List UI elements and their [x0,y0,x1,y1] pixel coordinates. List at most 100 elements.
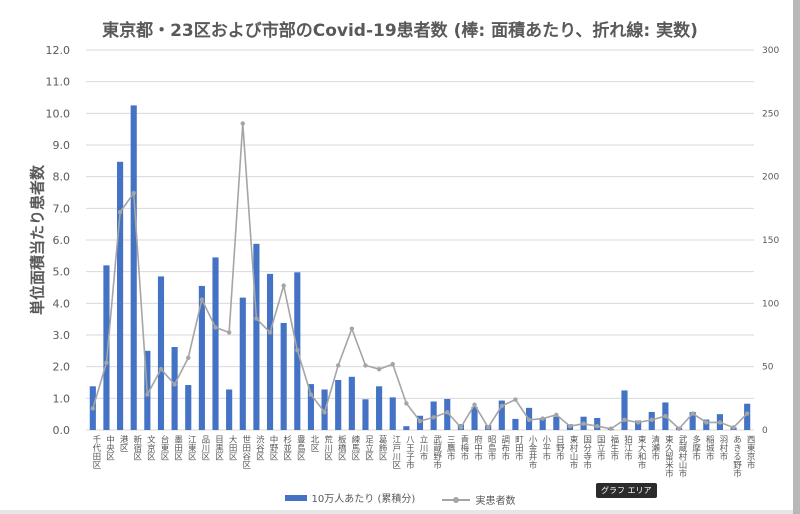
x-tick-label: 新宿区 [132,434,142,460]
line-point [526,417,532,423]
bar [348,376,355,430]
y2-tick-label: 50 [762,363,774,373]
x-tick-label: 千代田区 [91,434,101,469]
bar [498,400,505,430]
bar [471,406,478,430]
bar [621,390,628,430]
line-point [704,420,709,425]
chart-title: 東京都・23区および市部のCovid-19患者数 (棒: 面積あたり、折れ線: … [102,21,698,41]
line-point [445,410,450,415]
x-tick-label: 国分寺市 [582,435,592,470]
line-point [731,425,736,430]
bar [212,257,219,430]
bar [266,273,274,430]
x-tick-label: 狛江市 [622,434,632,461]
x-tick-label: 中央区 [104,434,114,460]
x-tick-label: 文京区 [145,434,155,460]
line-point [404,401,409,406]
x-tick-label: 青梅市 [459,434,469,461]
y-tick-label: 7.0 [53,202,71,215]
legend-line-label: 実患者数 [475,496,516,507]
line-point [554,412,559,417]
bar [103,265,110,430]
y-tick-label: 4.0 [53,297,71,310]
x-tick-label: 羽村市 [718,435,728,461]
x-tick-label: 中野区 [268,434,278,460]
bar [239,297,246,430]
line-point [458,425,464,430]
line-point [131,190,136,196]
y2-tick-label: 0 [762,426,768,436]
legend-bar-swatch [284,494,307,501]
y-tick-label: 3.0 [53,329,71,342]
axis-ticks: 0.0 1.0 2.0 3.0 4.0 5.0 6.0 7.0 8.0 9.0 10.0 11.0 12… [46,44,780,478]
bar [307,384,315,430]
line-point [690,411,695,416]
x-tick-label: 品川区 [200,435,210,461]
line-point [363,363,368,368]
legend-item-line[interactable]: 実患者数 [442,492,515,507]
y-tick-label: 2.0 [53,361,71,374]
line-point [744,411,750,416]
line-point [308,392,314,397]
x-tick-label: 稲城市 [704,434,714,461]
bar [335,379,342,430]
line-point [213,325,218,330]
line-point [608,426,614,431]
line-point [649,417,654,423]
line-point [431,415,436,420]
y-tick-label: 11.0 [46,76,71,89]
line-point [663,413,668,419]
x-tick-label: 豊島区 [295,434,305,460]
line-point [417,418,423,424]
bar [226,389,233,430]
x-tick-label: 江東区 [186,435,196,461]
series-line [92,123,748,430]
line-point [90,406,96,411]
line-point [635,420,641,425]
line-point [295,348,300,353]
x-tick-label: 渋谷区 [254,434,264,460]
x-tick-label: 大田区 [227,434,237,460]
bar [444,398,451,430]
bar [130,105,137,431]
bar [157,276,165,430]
bar [553,416,560,430]
y-tick-label: 9.0 [53,139,71,152]
x-tick-label: 府中市 [473,434,483,461]
y-tick-label: 0.0 [53,424,71,437]
x-tick-label: 世田谷区 [241,434,251,469]
x-tick-label: 板橋区 [336,434,346,460]
horizontal-scrollbar[interactable] [0,510,800,514]
gridlines [86,49,754,431]
y2-tick-label: 100 [762,299,779,309]
x-tick-label: 目黒区 [214,435,224,461]
line-point [567,424,573,429]
bar-series [89,105,751,431]
x-tick-label: 福生市 [609,434,619,461]
x-tick-label: 西東京市 [745,435,755,470]
x-tick-label: 葛飾区 [377,434,387,460]
bar [376,386,383,430]
line-point [145,392,150,397]
y-tick-label: 12.0 [46,44,71,57]
bar [117,161,124,431]
line-point [254,316,259,321]
line-point [390,361,395,367]
legend-item-bars[interactable]: 10万人あたり (累積分) [284,490,415,505]
bar [198,285,205,430]
line-point [485,425,491,430]
line-point [676,426,682,431]
x-tick-label: 墨田区 [173,435,183,461]
line-point [376,367,382,372]
x-tick-label: 足立区 [363,435,373,461]
line-point [186,355,191,360]
x-tick-label: 多摩市 [691,434,701,461]
y-tick-label: 6.0 [53,234,71,247]
line-point [581,421,586,426]
x-tick-label: 江戸川区 [391,435,401,469]
bar [744,403,751,430]
bar [403,426,410,430]
